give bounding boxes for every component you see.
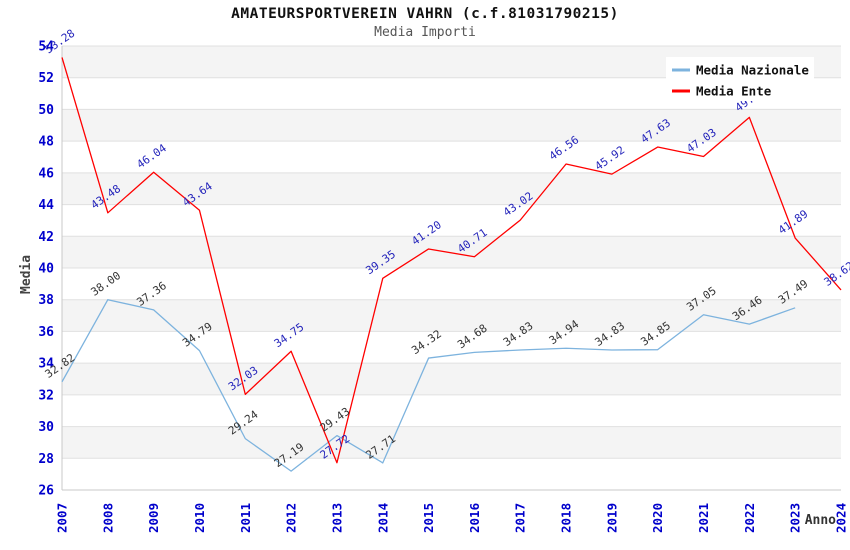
x-tick-label: 2021 [696, 503, 711, 533]
y-tick-label: 32 [38, 388, 54, 403]
x-tick-label: 2016 [467, 503, 482, 533]
y-tick-label: 46 [38, 166, 54, 181]
y-tick-label: 44 [38, 198, 54, 213]
series-line-media-nazionale [61, 299, 796, 472]
x-tick-label: 2009 [146, 503, 161, 533]
x-axis-title: Anno [805, 513, 836, 528]
x-tick-label: 2015 [421, 503, 436, 533]
y-tick-label: 52 [38, 71, 54, 86]
legend-label: Media Ente [696, 84, 772, 99]
x-tick-label: 2014 [375, 503, 390, 533]
series-line-media-ente [61, 57, 842, 464]
y-tick-label: 34 [38, 357, 54, 372]
plot-band [62, 109, 841, 142]
plot-band [62, 299, 841, 332]
y-tick-label: 26 [38, 484, 54, 499]
x-tick-label: 2019 [604, 503, 619, 533]
legend-box [666, 57, 814, 101]
y-tick-label: 54 [38, 40, 54, 55]
x-tick-label: 2022 [742, 503, 757, 533]
x-tick-label: 2011 [238, 503, 253, 533]
plot-band [62, 236, 841, 268]
y-axis-title: Media [19, 255, 34, 294]
y-tick-label: 36 [38, 325, 54, 340]
y-tick-label: 48 [38, 135, 54, 150]
y-tick-label: 40 [38, 262, 54, 277]
x-tick-label: 2010 [192, 503, 207, 533]
x-tick-label: 2017 [513, 503, 528, 533]
plot-band [62, 426, 841, 459]
x-tick-label: 2020 [650, 503, 665, 533]
legend-label: Media Nazionale [696, 63, 809, 78]
y-tick-label: 38 [38, 293, 54, 308]
plot-band [62, 172, 841, 205]
x-tick-label: 2024 [834, 503, 849, 533]
y-tick-label: 28 [38, 452, 54, 467]
x-tick-label: 2013 [329, 503, 344, 533]
chart-title: AMATEURSPORTVEREIN VAHRN (c.f.8103179021… [231, 6, 619, 22]
x-tick-label: 2018 [559, 503, 574, 533]
y-tick-label: 30 [38, 420, 54, 435]
x-tick-label: 2012 [284, 503, 299, 533]
plot-band [62, 363, 841, 395]
data-label: 46.04 [134, 141, 169, 171]
x-tick-label: 2008 [100, 503, 115, 533]
data-label: 38.00 [89, 269, 124, 299]
y-tick-label: 42 [38, 230, 54, 245]
chart-subtitle: Media Importi [374, 25, 476, 40]
y-tick-label: 50 [38, 103, 54, 118]
x-tick-label: 2007 [55, 503, 70, 533]
x-tick-label: 2023 [788, 503, 803, 533]
